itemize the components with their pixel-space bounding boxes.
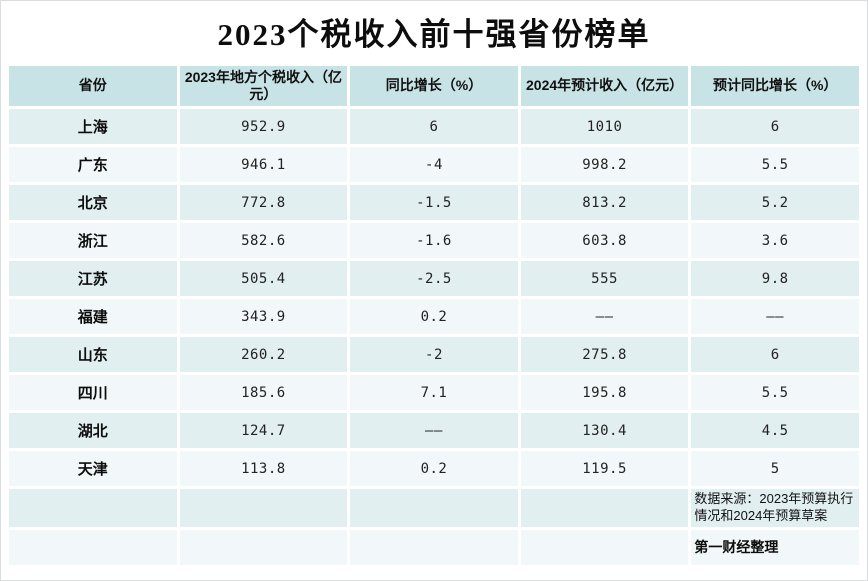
- income-2023-cell: 185.6: [179, 375, 348, 410]
- yoy-growth-cell: -4: [350, 147, 518, 182]
- expected-growth-cell: 6: [691, 109, 859, 144]
- table-row-shanghai: 上海 952.9 6 1010 6: [9, 109, 859, 144]
- province-cell: 福建: [9, 299, 177, 334]
- income-2023-cell: 582.6: [179, 223, 348, 258]
- data-source-note: 数据来源：2023年预算执行情况和2024年预算草案: [691, 489, 859, 527]
- income-2024-cell: 130.4: [520, 413, 689, 448]
- expected-growth-cell: 5.2: [691, 185, 859, 220]
- income-2024-cell: 603.8: [520, 223, 689, 258]
- expected-growth-cell: ——: [691, 299, 859, 334]
- empty-cell: [179, 529, 348, 565]
- province-cell: 山东: [9, 337, 177, 372]
- header-cell-income-2024: 2024年预计收入（亿元）: [520, 66, 689, 106]
- expected-growth-cell: 9.8: [691, 261, 859, 296]
- empty-cell: [179, 489, 348, 527]
- table-row-credit: 第一财经整理: [9, 529, 859, 565]
- yoy-growth-cell: 7.1: [350, 375, 518, 410]
- expected-growth-cell: 3.6: [691, 223, 859, 258]
- tax-ranking-table: 省份 2023年地方个税收入（亿元） 同比增长（%） 2024年预计收入（亿元）…: [6, 63, 862, 568]
- header-cell-expected-growth: 预计同比增长（%）: [691, 66, 859, 106]
- income-2023-cell: 952.9: [179, 109, 348, 144]
- province-cell: 天津: [9, 451, 177, 486]
- income-2023-cell: 113.8: [179, 451, 348, 486]
- expected-growth-cell: 5: [691, 451, 859, 486]
- expected-growth-cell: 5.5: [691, 147, 859, 182]
- yoy-growth-cell: -1.5: [350, 185, 518, 220]
- yoy-growth-cell: 0.2: [350, 451, 518, 486]
- empty-cell: [520, 489, 689, 527]
- table-row-tianjin: 天津 113.8 0.2 119.5 5: [9, 451, 859, 486]
- header-cell-province: 省份: [9, 66, 177, 106]
- header-cell-income-2023: 2023年地方个税收入（亿元）: [179, 66, 348, 106]
- yoy-growth-cell: 0.2: [350, 299, 518, 334]
- table-row-guangdong: 广东 946.1 -4 998.2 5.5: [9, 147, 859, 182]
- header-cell-yoy-growth: 同比增长（%）: [350, 66, 518, 106]
- empty-cell: [9, 529, 177, 565]
- yoy-growth-cell: -1.6: [350, 223, 518, 258]
- expected-growth-cell: 5.5: [691, 375, 859, 410]
- empty-cell: [9, 489, 177, 527]
- table-row-hubei: 湖北 124.7 —— 130.4 4.5: [9, 413, 859, 448]
- income-2023-cell: 946.1: [179, 147, 348, 182]
- yoy-growth-cell: 6: [350, 109, 518, 144]
- income-2023-cell: 505.4: [179, 261, 348, 296]
- table-row-source-note: 数据来源：2023年预算执行情况和2024年预算草案: [9, 489, 859, 527]
- income-2023-cell: 343.9: [179, 299, 348, 334]
- header-row: 省份 2023年地方个税收入（亿元） 同比增长（%） 2024年预计收入（亿元）…: [9, 66, 859, 106]
- income-2024-cell: 998.2: [520, 147, 689, 182]
- province-cell: 北京: [9, 185, 177, 220]
- empty-cell: [350, 489, 518, 527]
- table-row-sichuan: 四川 185.6 7.1 195.8 5.5: [9, 375, 859, 410]
- page-title: 2023个税收入前十强省份榜单: [217, 17, 651, 52]
- province-cell: 湖北: [9, 413, 177, 448]
- expected-growth-cell: 4.5: [691, 413, 859, 448]
- yoy-growth-cell: ——: [350, 413, 518, 448]
- income-2024-cell: 195.8: [520, 375, 689, 410]
- income-2023-cell: 772.8: [179, 185, 348, 220]
- income-2024-cell: 119.5: [520, 451, 689, 486]
- table-row-zhejiang: 浙江 582.6 -1.6 603.8 3.6: [9, 223, 859, 258]
- yoy-growth-cell: -2: [350, 337, 518, 372]
- income-2024-cell: 555: [520, 261, 689, 296]
- income-2023-cell: 260.2: [179, 337, 348, 372]
- province-cell: 上海: [9, 109, 177, 144]
- income-2023-cell: 124.7: [179, 413, 348, 448]
- province-cell: 四川: [9, 375, 177, 410]
- province-cell: 浙江: [9, 223, 177, 258]
- empty-cell: [350, 529, 518, 565]
- income-2024-cell: 1010: [520, 109, 689, 144]
- table-row-shandong: 山东 260.2 -2 275.8 6: [9, 337, 859, 372]
- yoy-growth-cell: -2.5: [350, 261, 518, 296]
- table-row-fujian: 福建 343.9 0.2 —— ——: [9, 299, 859, 334]
- table-row-beijing: 北京 772.8 -1.5 813.2 5.2: [9, 185, 859, 220]
- income-2024-cell: ——: [520, 299, 689, 334]
- credit-label: 第一财经整理: [691, 529, 859, 565]
- expected-growth-cell: 6: [691, 337, 859, 372]
- income-2024-cell: 275.8: [520, 337, 689, 372]
- province-cell: 江苏: [9, 261, 177, 296]
- income-2024-cell: 813.2: [520, 185, 689, 220]
- province-cell: 广东: [9, 147, 177, 182]
- empty-cell: [520, 529, 689, 565]
- table-row-jiangsu: 江苏 505.4 -2.5 555 9.8: [9, 261, 859, 296]
